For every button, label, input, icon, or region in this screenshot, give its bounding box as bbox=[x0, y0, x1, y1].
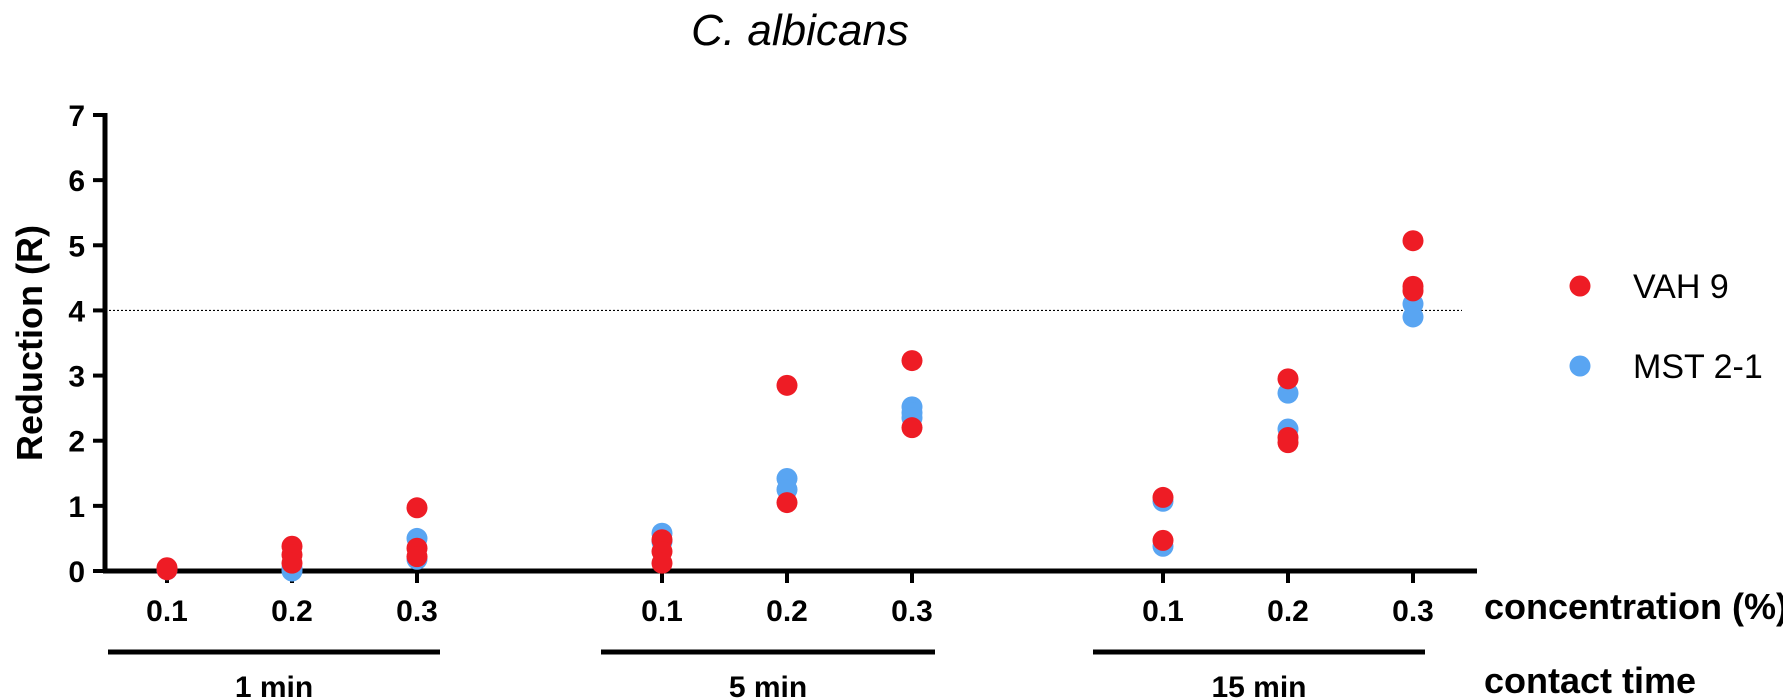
data-point bbox=[901, 417, 923, 439]
group-label: 1 min bbox=[235, 671, 313, 698]
contact-time-groups: 1 min 5 min 15 min bbox=[108, 649, 1425, 698]
data-point bbox=[156, 559, 178, 581]
data-points bbox=[156, 230, 1424, 582]
y-tick-label: 7 bbox=[68, 100, 85, 133]
x-tick-label: 0.1 bbox=[1142, 595, 1184, 628]
legend-marker bbox=[1569, 355, 1591, 377]
data-point bbox=[776, 374, 798, 396]
legend: VAH 9 MST 2-1 bbox=[1569, 268, 1763, 386]
x-tick-label: 0.3 bbox=[396, 595, 438, 628]
y-axis: 0 1 2 3 4 5 6 7 bbox=[68, 100, 108, 589]
x-axis-title: concentration (%) bbox=[1484, 586, 1783, 627]
x-tick-label: 0.3 bbox=[891, 595, 933, 628]
data-point bbox=[281, 552, 303, 574]
data-point bbox=[1402, 280, 1424, 302]
y-tick-label: 1 bbox=[68, 491, 85, 524]
x-tick-label: 0.2 bbox=[271, 595, 313, 628]
data-point bbox=[1277, 432, 1299, 454]
y-tick-label: 0 bbox=[68, 556, 85, 589]
data-point bbox=[1152, 486, 1174, 508]
data-point bbox=[1402, 230, 1424, 252]
y-tick-label: 6 bbox=[68, 165, 85, 198]
group-axis-title: contact time bbox=[1484, 660, 1696, 698]
x-tick-label: 0.1 bbox=[641, 595, 683, 628]
data-point bbox=[651, 552, 673, 574]
data-point bbox=[1402, 306, 1424, 328]
data-point bbox=[1152, 529, 1174, 551]
y-tick-label: 2 bbox=[68, 426, 85, 459]
chart-title: C. albicans bbox=[691, 6, 909, 55]
group-label: 15 min bbox=[1211, 671, 1306, 698]
x-tick-label: 0.1 bbox=[146, 595, 188, 628]
data-point bbox=[1277, 368, 1299, 390]
data-point bbox=[406, 546, 428, 568]
data-point bbox=[901, 350, 923, 372]
group-label: 5 min bbox=[729, 671, 807, 698]
legend-label: VAH 9 bbox=[1633, 268, 1729, 306]
legend-label: MST 2-1 bbox=[1633, 348, 1763, 386]
x-tick-label: 0.3 bbox=[1392, 595, 1434, 628]
y-tick-label: 3 bbox=[68, 361, 85, 394]
y-tick-label: 5 bbox=[68, 230, 85, 263]
legend-marker bbox=[1569, 275, 1591, 297]
x-tick-label: 0.2 bbox=[1267, 595, 1309, 628]
data-point bbox=[406, 497, 428, 519]
y-axis-title: Reduction (R) bbox=[9, 225, 50, 461]
x-axis: 0.1 0.2 0.3 0.1 0.2 0.3 0.1 0.2 0.3 bbox=[103, 568, 1477, 628]
data-point bbox=[776, 492, 798, 514]
y-tick-label: 4 bbox=[68, 295, 85, 328]
x-tick-label: 0.2 bbox=[766, 595, 808, 628]
